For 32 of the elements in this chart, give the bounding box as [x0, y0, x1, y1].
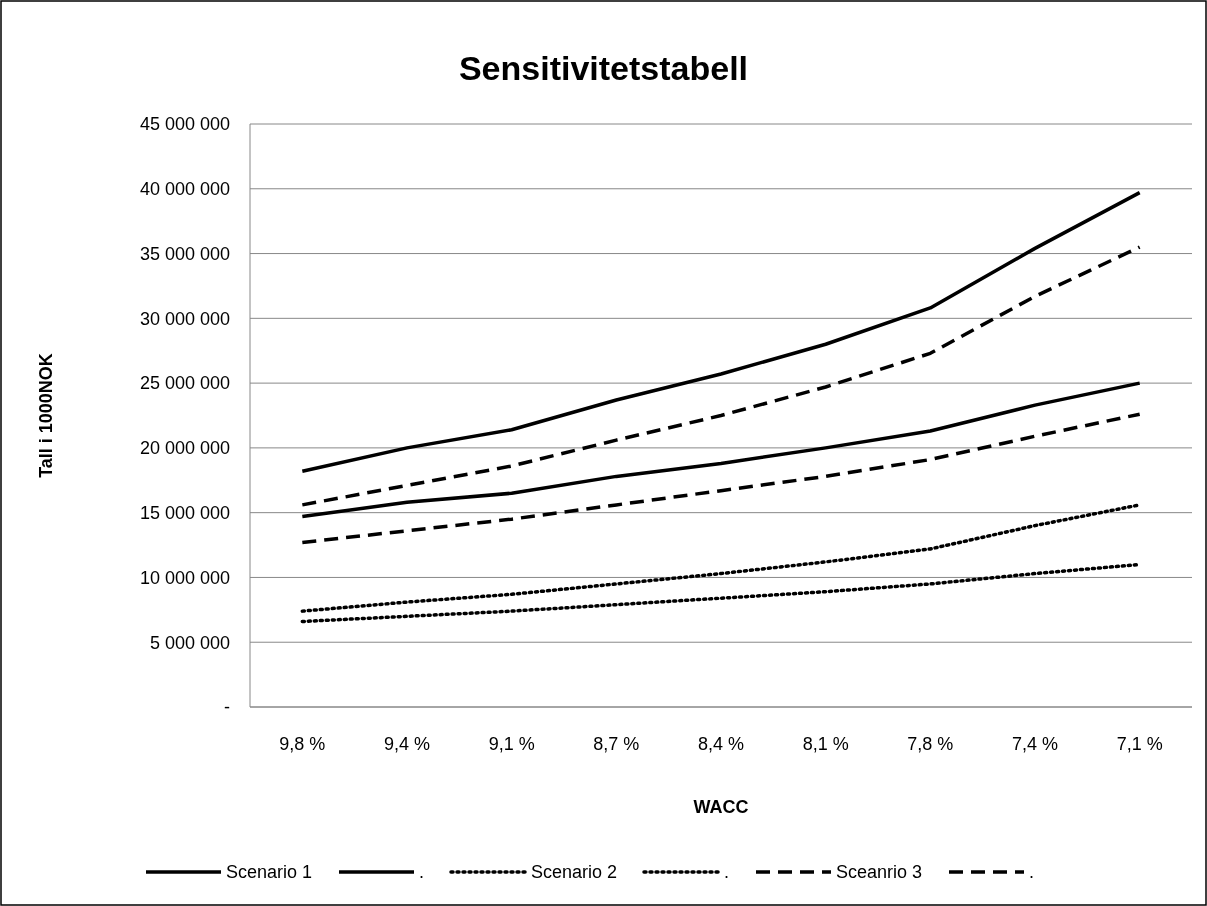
- x-tick-label: 9,1 %: [488, 734, 535, 754]
- chart-title: Sensitivitetstabell: [458, 49, 749, 87]
- x-axis-title: WACC: [693, 797, 749, 817]
- x-tick-label: 7,1 %: [1116, 734, 1163, 754]
- y-tick-label: 35 000 000: [139, 243, 230, 264]
- line-series: [300, 190, 1142, 473]
- x-tick-label: 7,8 %: [907, 734, 954, 754]
- line-series: [300, 245, 1142, 507]
- legend-label: Sceanrio 3: [836, 862, 923, 883]
- x-tick-label: 7,4 %: [1011, 734, 1059, 754]
- y-axis-title: Tall i 1000NOK: [36, 353, 56, 478]
- y-tick-label: 5 000 000: [149, 632, 230, 653]
- y-tick-label: 45 000 000: [139, 114, 230, 135]
- legend-label: Scenario 2: [531, 862, 618, 883]
- y-tick-label: 10 000 000: [139, 567, 230, 588]
- y-tick-label: 40 000 000: [139, 179, 230, 200]
- legend-label: .: [724, 862, 730, 883]
- legend-label: .: [419, 862, 425, 883]
- x-tick-label: 8,7 %: [593, 734, 640, 754]
- x-tick-label: 8,4 %: [697, 734, 745, 754]
- line-series: [300, 381, 1142, 519]
- legend-label: Scenario 1: [226, 862, 313, 883]
- line-series: [300, 412, 1142, 545]
- y-tick-label: 15 000 000: [139, 502, 230, 523]
- y-tick-label: 30 000 000: [139, 308, 230, 329]
- x-tick-label: 9,4 %: [383, 734, 431, 754]
- legend-label: .: [1029, 862, 1035, 883]
- y-tick-label: 25 000 000: [139, 373, 230, 394]
- x-tick-label: 9,8 %: [279, 734, 326, 754]
- y-tick-label: -: [224, 697, 230, 718]
- x-tick-label: 8,1 %: [802, 734, 849, 754]
- y-tick-label: 20 000 000: [139, 438, 230, 459]
